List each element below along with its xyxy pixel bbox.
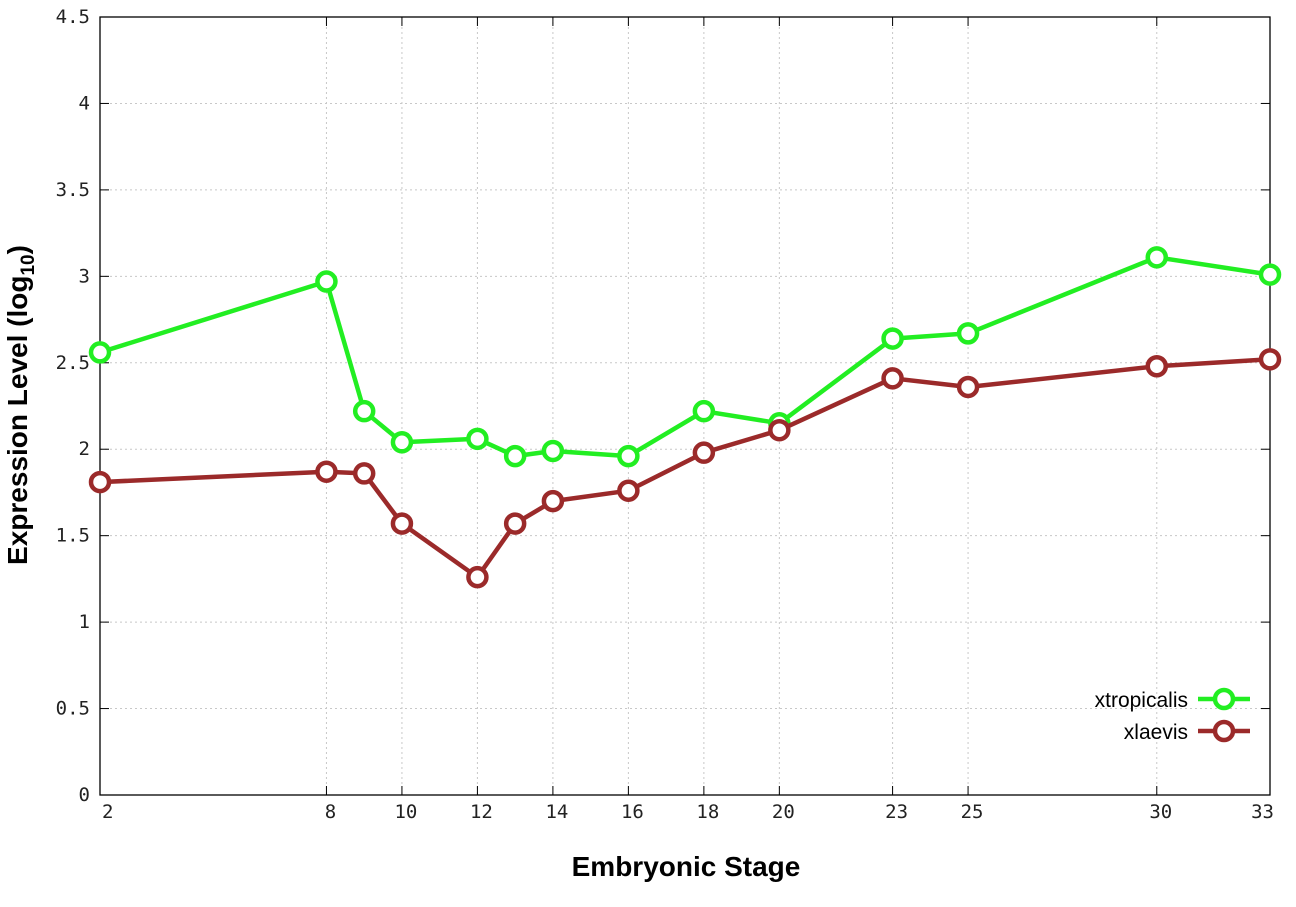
y-tick-label: 1 (79, 611, 90, 633)
x-tick-label: 20 (772, 801, 795, 823)
data-point-xlaevis (315, 460, 338, 483)
y-tick-label: 3.5 (56, 179, 90, 201)
data-point-xlaevis (692, 441, 716, 464)
data-point-xtropicalis (541, 439, 565, 463)
data-point-xtropicalis (881, 327, 904, 350)
legend-item-xtropicalis: xtropicalis (1095, 687, 1250, 712)
x-tick-label: 8 (325, 801, 336, 823)
data-point-xtropicalis (1145, 246, 1169, 269)
x-tick-label: 33 (1251, 801, 1274, 823)
x-axis-title: Embryonic Stage (572, 851, 801, 882)
y-axis-title-subscript: 10 (18, 254, 39, 275)
data-point-xlaevis (541, 489, 565, 513)
x-tick-label: 16 (621, 801, 644, 823)
data-point-xtropicalis (88, 341, 112, 364)
legend-item-xlaevis: xlaevis (1124, 719, 1250, 744)
data-point-xlaevis (352, 462, 376, 485)
axes: 0 0.5 1 1.5 2 2.5 3 3.5 4 4.5 2 8 10 12 14 16 18 20 23 25 30… (56, 6, 1274, 823)
plot-frame (99, 16, 1271, 796)
grid-lines (100, 17, 1270, 795)
data-point-xtropicalis (1258, 263, 1282, 286)
y-tick-label: 2 (79, 438, 90, 460)
x-tick-label: 12 (470, 801, 493, 823)
data-point-xlaevis (88, 470, 112, 494)
y-tick-label: 0 (79, 784, 90, 806)
data-point-xlaevis (466, 565, 489, 589)
series-xtropicalis (88, 246, 1282, 468)
data-point-xlaevis (1145, 354, 1169, 378)
data-point-xlaevis (956, 375, 980, 399)
data-point-xtropicalis (617, 444, 640, 468)
x-tick-label: 10 (394, 801, 417, 823)
data-point-xlaevis (390, 512, 414, 535)
legend-marker (1212, 719, 1236, 743)
data-point-xtropicalis (315, 270, 338, 293)
x-tick-label: 18 (696, 801, 719, 823)
legend-marker (1212, 687, 1236, 711)
data-point-xlaevis (503, 512, 527, 535)
data-point-xtropicalis (390, 431, 414, 454)
data-point-xlaevis (881, 367, 904, 390)
data-point-xtropicalis (352, 399, 376, 423)
x-tick-label: 14 (545, 801, 568, 823)
data-point-xtropicalis (503, 444, 527, 468)
y-tick-label: 4.5 (56, 6, 90, 28)
y-tick-label: 0.5 (56, 698, 90, 720)
y-axis-title: Expression Level (log10) (2, 245, 39, 565)
data-series (88, 246, 1282, 589)
legend: xtropicalis xlaevis (1095, 687, 1250, 744)
data-point-xlaevis (617, 479, 640, 502)
legend-label: xlaevis (1124, 721, 1188, 744)
y-tick-label: 4 (79, 92, 90, 114)
data-point-xlaevis (768, 418, 791, 442)
x-tick-label: 30 (1149, 801, 1172, 823)
data-point-xtropicalis (692, 399, 716, 423)
x-tick-label: 25 (961, 801, 984, 823)
data-point-xtropicalis (466, 427, 489, 451)
y-axis-title-main: Expression Level (log (2, 276, 33, 565)
y-tick-label: 1.5 (56, 525, 90, 547)
y-tick-label: 2.5 (56, 352, 90, 374)
data-point-xtropicalis (956, 322, 980, 345)
x-tick-label: 2 (102, 801, 113, 823)
y-axis-title-close: ) (2, 245, 33, 254)
x-tick-label: 23 (885, 801, 908, 823)
series-xlaevis (88, 348, 1282, 589)
legend-label: xtropicalis (1095, 689, 1188, 712)
data-point-xlaevis (1258, 348, 1282, 371)
y-tick-label: 3 (79, 265, 90, 287)
